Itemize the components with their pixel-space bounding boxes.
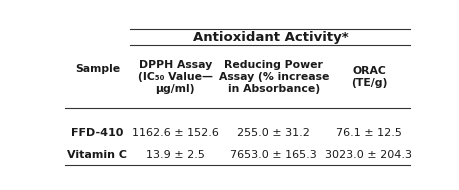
Text: FFD-410: FFD-410: [71, 128, 123, 138]
Text: DPPH Assay
(IC₅₀ Value—
μg/ml): DPPH Assay (IC₅₀ Value— μg/ml): [138, 60, 213, 93]
Text: 255.0 ± 31.2: 255.0 ± 31.2: [237, 128, 310, 138]
Text: 3023.0 ± 204.3: 3023.0 ± 204.3: [325, 150, 412, 160]
Text: Reducing Power
Assay (% increase
in Absorbance): Reducing Power Assay (% increase in Abso…: [218, 60, 328, 93]
Text: ORAC
(TE/g): ORAC (TE/g): [350, 66, 386, 88]
Text: 7653.0 ± 165.3: 7653.0 ± 165.3: [230, 150, 317, 160]
Text: 13.9 ± 2.5: 13.9 ± 2.5: [146, 150, 204, 160]
Text: Vitamin C: Vitamin C: [67, 150, 127, 160]
Text: 76.1 ± 12.5: 76.1 ± 12.5: [335, 128, 401, 138]
Text: Sample: Sample: [75, 64, 120, 74]
Text: 1162.6 ± 152.6: 1162.6 ± 152.6: [132, 128, 218, 138]
Text: Antioxidant Activity*: Antioxidant Activity*: [192, 31, 347, 44]
